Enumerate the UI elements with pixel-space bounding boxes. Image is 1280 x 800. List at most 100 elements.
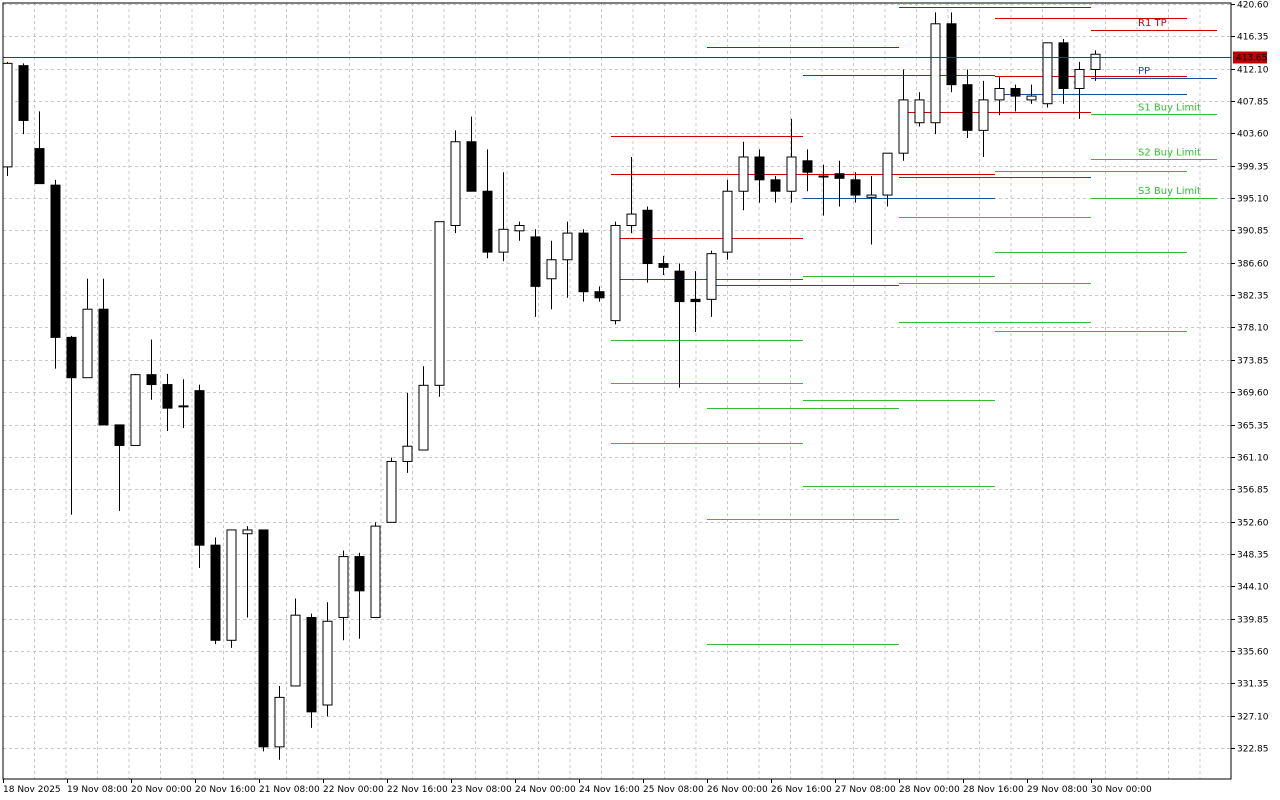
x-tick-label: 24 Nov 16:00	[579, 785, 640, 795]
candle-bear	[834, 173, 845, 179]
x-tick-label: 24 Nov 00:00	[515, 785, 576, 795]
candle-bear	[194, 390, 205, 546]
x-axis[interactable]: 18 Nov 2025 19 Nov 08:00 20 Nov 00:00 20 No…	[3, 779, 1152, 795]
x-tick-label: 20 Nov 00:00	[131, 785, 192, 795]
candle-bear	[802, 160, 813, 173]
candle-bull	[1090, 53, 1101, 70]
candle-bear	[466, 141, 477, 192]
candle-bull	[274, 696, 285, 748]
candle-bear	[306, 616, 317, 713]
y-tick-label: 322.85	[1237, 745, 1269, 755]
y-tick-label: 356.85	[1237, 486, 1269, 496]
y-tick-label: 399.35	[1237, 163, 1269, 173]
x-tick-label: 22 Nov 16:00	[387, 785, 448, 795]
candle-bull	[610, 224, 621, 322]
x-tick-label: 23 Nov 08:00	[451, 785, 512, 795]
candle-bull	[866, 194, 877, 198]
candle-bull	[818, 175, 829, 178]
current-price-label: 413.65	[1236, 54, 1268, 64]
candle-bear	[34, 148, 45, 185]
current-price-tag-bg	[1233, 51, 1267, 64]
candle-bull	[434, 221, 445, 386]
level-label: S3 Buy Limit	[1138, 186, 1201, 197]
candle-bull	[994, 87, 1005, 101]
candle-bull	[626, 213, 637, 226]
y-tick-label: 335.60	[1237, 648, 1269, 658]
candle-bear	[50, 184, 61, 338]
candle-bull	[786, 156, 797, 192]
y-tick-label: 395.10	[1237, 195, 1269, 205]
level-label: R1 TP	[1138, 18, 1167, 29]
candle-bull	[130, 374, 141, 446]
x-tick-label: 19 Nov 08:00	[67, 785, 128, 795]
plot-frame	[2, 2, 1232, 780]
candle-bear	[674, 270, 685, 303]
candle-bear	[1058, 42, 1069, 89]
y-tick-label: 412.10	[1237, 66, 1269, 76]
candle-bear	[946, 23, 957, 86]
candle-bull	[290, 614, 301, 687]
candle-bull	[402, 445, 413, 462]
candle-bull	[706, 253, 717, 300]
x-tick-label: 20 Nov 16:00	[195, 785, 256, 795]
candle-bull	[418, 384, 429, 451]
y-tick-label: 348.35	[1237, 551, 1269, 561]
y-tick-label: 416.35	[1237, 33, 1269, 43]
candle-bear	[754, 156, 765, 181]
candle-bear	[18, 65, 29, 121]
grid-lines	[3, 3, 1231, 779]
x-tick-label: 29 Nov 08:00	[1027, 785, 1088, 795]
candle-bull	[882, 152, 893, 196]
candle-bull	[546, 259, 557, 280]
candles	[2, 12, 1101, 760]
x-tick-label: 21 Nov 08:00	[259, 785, 320, 795]
y-tick-label: 344.10	[1237, 583, 1269, 593]
candle-bull	[514, 224, 525, 232]
candle-bull	[82, 308, 93, 379]
pivot-levels	[611, 7, 1217, 645]
candle-bear	[658, 263, 669, 268]
x-tick-label: 28 Nov 00:00	[899, 785, 960, 795]
y-tick-label: 331.35	[1237, 680, 1269, 690]
candle-bull	[978, 99, 989, 131]
candle-bear	[482, 190, 493, 253]
candle-bull	[2, 62, 13, 168]
x-tick-label: 18 Nov 2025	[3, 785, 61, 795]
x-tick-label: 27 Nov 08:00	[835, 785, 896, 795]
candle-bull	[1026, 95, 1037, 101]
candle-bull	[450, 141, 461, 226]
x-tick-label: 25 Nov 08:00	[643, 785, 704, 795]
candle-bull	[1074, 68, 1085, 89]
candle-bear	[210, 544, 221, 641]
candle-bull	[322, 620, 333, 706]
level-label: PP	[1138, 66, 1150, 77]
candle-bull	[242, 529, 253, 535]
y-tick-label: 382.35	[1237, 292, 1269, 302]
candle-bull	[738, 156, 749, 192]
candle-bear	[146, 374, 157, 386]
candle-bear	[354, 556, 365, 592]
y-tick-label: 327.10	[1237, 713, 1269, 723]
candle-bull	[178, 405, 189, 408]
y-tick-label: 390.85	[1237, 227, 1269, 237]
candle-bull	[370, 525, 381, 618]
x-tick-label: 26 Nov 16:00	[771, 785, 832, 795]
x-tick-label: 28 Nov 16:00	[963, 785, 1024, 795]
y-axis[interactable]: 420.60 416.35 412.10 407.85 403.60 399.35 395.…	[1231, 1, 1269, 755]
candle-bear	[962, 84, 973, 131]
current-price-tag: 413.65	[1233, 51, 1268, 64]
candle-bull	[338, 556, 349, 618]
level-label: S2 Buy Limit	[1138, 147, 1201, 158]
y-tick-label: 365.35	[1237, 422, 1269, 432]
x-tick-label: 22 Nov 00:00	[323, 785, 384, 795]
candle-bear	[258, 529, 269, 748]
y-tick-label: 407.85	[1237, 98, 1269, 108]
y-tick-label: 378.10	[1237, 324, 1269, 334]
candle-bear	[114, 424, 125, 446]
y-tick-label: 386.60	[1237, 260, 1269, 270]
candle-bull	[498, 228, 509, 253]
candle-bear	[690, 298, 701, 303]
x-tick-label: 30 Nov 00:00	[1091, 785, 1152, 795]
